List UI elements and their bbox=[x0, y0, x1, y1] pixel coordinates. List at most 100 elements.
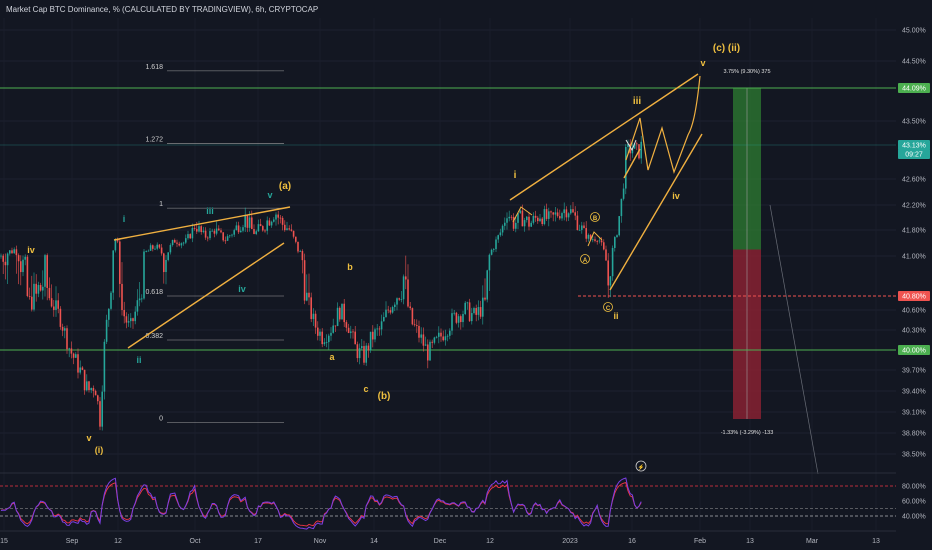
candle-body bbox=[449, 330, 451, 336]
candle-body bbox=[101, 391, 103, 427]
candle-body bbox=[563, 209, 565, 214]
candle-body bbox=[88, 381, 90, 391]
candle-body bbox=[446, 335, 449, 337]
trend-line bbox=[623, 148, 641, 179]
price-tag bbox=[898, 148, 930, 159]
candle-body bbox=[477, 307, 480, 315]
candle-body bbox=[97, 395, 99, 402]
candle-body bbox=[609, 276, 612, 286]
candle-body bbox=[387, 309, 389, 311]
candle-body bbox=[614, 237, 616, 248]
y-tick-label: 39.40% bbox=[902, 389, 926, 396]
wave-label: (i) bbox=[95, 445, 104, 455]
wave-label: C bbox=[606, 306, 611, 312]
candle-body bbox=[114, 239, 117, 251]
candle-body bbox=[275, 214, 277, 220]
candle-body bbox=[211, 230, 213, 232]
candle-body bbox=[367, 345, 370, 351]
candle-body bbox=[462, 314, 464, 323]
candle-body bbox=[182, 242, 185, 244]
candle-body bbox=[169, 245, 172, 253]
x-tick-label: 13 bbox=[872, 538, 880, 545]
trend-line bbox=[113, 206, 291, 241]
candle-body bbox=[523, 220, 526, 227]
candle-body bbox=[556, 212, 559, 217]
candle-body bbox=[521, 210, 524, 227]
candle-body bbox=[299, 251, 301, 252]
candle-body bbox=[383, 317, 385, 322]
candle-body bbox=[328, 335, 330, 343]
trend-line bbox=[509, 73, 699, 201]
candle-body bbox=[83, 369, 86, 391]
candle-body bbox=[77, 354, 79, 373]
horizontal-levels bbox=[0, 87, 896, 351]
candle-body bbox=[385, 309, 387, 318]
candle-body bbox=[231, 234, 233, 236]
candle-body bbox=[121, 283, 123, 311]
candle-body bbox=[39, 285, 42, 291]
candle-body bbox=[66, 328, 68, 350]
candle-body bbox=[352, 331, 354, 333]
candle-body bbox=[253, 229, 255, 235]
candle-body bbox=[394, 304, 396, 307]
wave-label: b bbox=[347, 262, 353, 272]
candle-body bbox=[68, 348, 70, 350]
candle-body bbox=[125, 316, 128, 323]
candle-body bbox=[356, 344, 359, 359]
wave-label: i bbox=[514, 170, 517, 181]
candle-body bbox=[123, 310, 125, 317]
candle-body bbox=[103, 341, 106, 392]
candle-body bbox=[396, 298, 398, 305]
candle-body bbox=[61, 326, 64, 331]
candle-body bbox=[209, 231, 211, 239]
candle-body bbox=[198, 226, 200, 232]
candle-body bbox=[433, 337, 436, 343]
candle-body bbox=[163, 253, 165, 273]
candle-body bbox=[127, 321, 130, 323]
candle-body bbox=[138, 298, 141, 301]
candle-body bbox=[464, 302, 466, 315]
candle-body bbox=[237, 225, 240, 233]
candle-body bbox=[548, 211, 550, 219]
candle-body bbox=[191, 227, 194, 239]
candle-body bbox=[31, 296, 33, 310]
candle-body bbox=[526, 216, 528, 221]
candle-body bbox=[28, 296, 31, 297]
candle-body bbox=[266, 220, 268, 231]
fib-label: 0.382 bbox=[145, 333, 163, 340]
candle-body bbox=[405, 276, 407, 280]
candle-body bbox=[528, 216, 530, 227]
candle-body bbox=[493, 249, 495, 250]
candle-body bbox=[407, 279, 409, 307]
candle-body bbox=[589, 234, 592, 240]
candle-body bbox=[200, 226, 202, 233]
position-zones: 3.75% (9.30%) 375 -1.33% (-3.29%) -133 bbox=[721, 69, 819, 475]
candle-body bbox=[554, 212, 557, 215]
candle-body bbox=[490, 249, 493, 255]
wave-label: v bbox=[700, 58, 705, 68]
candle-body bbox=[273, 219, 275, 222]
candle-body bbox=[303, 260, 306, 301]
candle-body bbox=[13, 249, 15, 254]
candle-body bbox=[213, 230, 216, 234]
candle-body bbox=[301, 251, 304, 261]
candle-body bbox=[306, 292, 308, 301]
candle-body bbox=[376, 328, 378, 330]
candle-body bbox=[508, 216, 510, 219]
candle-body bbox=[240, 230, 242, 233]
candle-body bbox=[2, 255, 4, 262]
x-tick-label: 15 bbox=[0, 538, 8, 545]
price-tag-label: 43.13% bbox=[902, 143, 926, 150]
candle-body bbox=[55, 300, 57, 310]
wave-label: iv bbox=[27, 245, 35, 255]
candle-body bbox=[48, 287, 51, 299]
candle-body bbox=[488, 254, 491, 271]
x-tick-label: 2023 bbox=[562, 538, 578, 545]
price-tag bbox=[898, 345, 930, 355]
candle-body bbox=[486, 270, 488, 300]
y-tick-label: 39.10% bbox=[902, 410, 926, 417]
chart-title: Market Cap BTC Dominance, % (CALCULATED … bbox=[6, 5, 319, 14]
candle-body bbox=[578, 229, 581, 231]
candle-body bbox=[308, 292, 310, 298]
